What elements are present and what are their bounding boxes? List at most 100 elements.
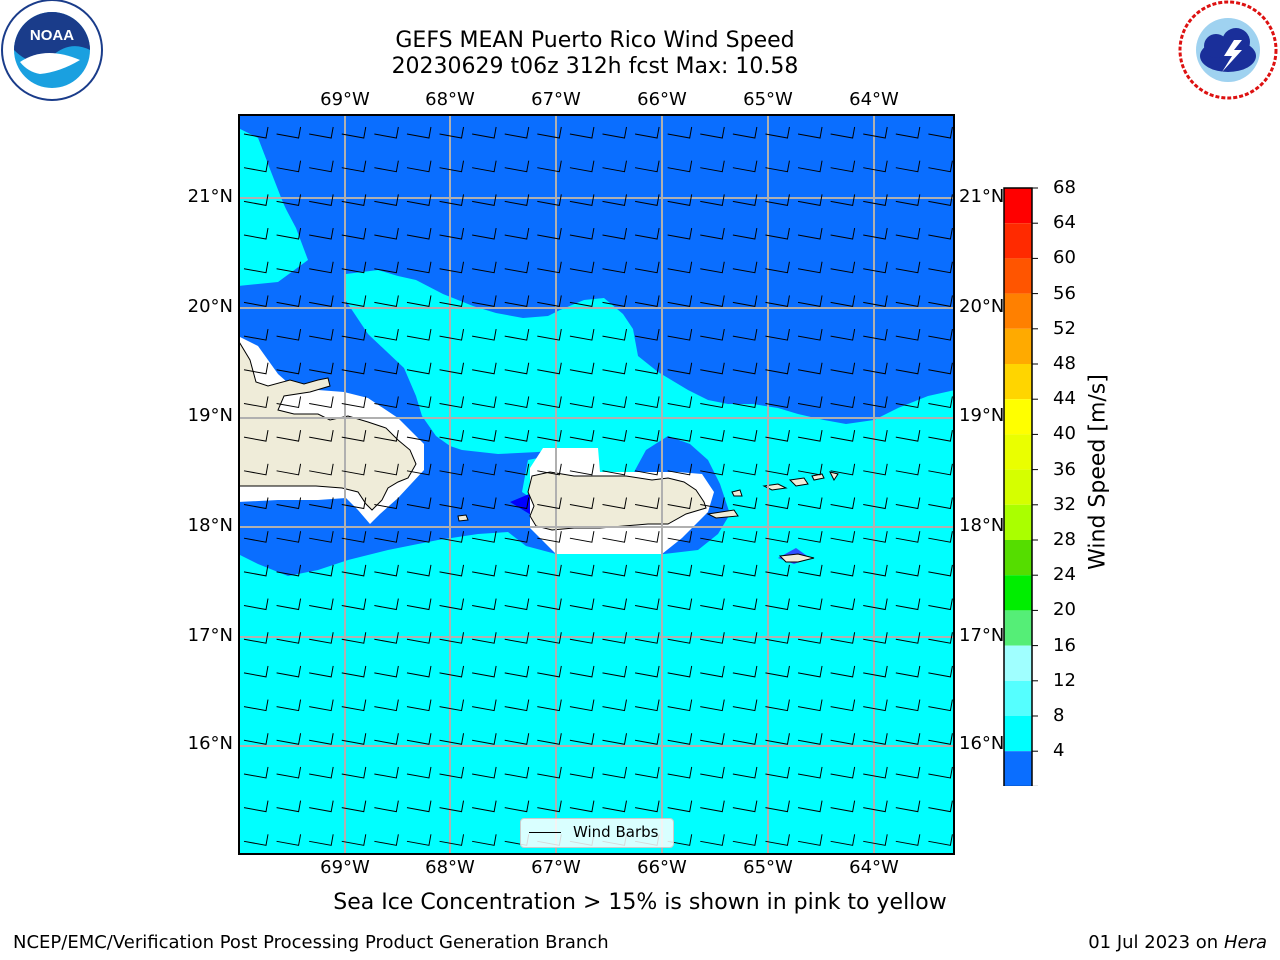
wind-barb <box>732 126 758 139</box>
wind-barb <box>928 329 953 341</box>
wind-barb <box>635 733 660 745</box>
wind-barb <box>732 598 758 611</box>
chart-title-line2: 20230629 t06z 312h fcst Max: 10.58 <box>391 54 799 79</box>
land-island <box>762 483 788 491</box>
wind-barb <box>895 362 921 375</box>
wind-barb <box>243 800 269 813</box>
lon-label-bottom: 68°W <box>425 857 475 878</box>
land-island <box>457 514 469 522</box>
wind-barb <box>863 362 888 375</box>
wind-barb <box>472 531 497 543</box>
wind-barb <box>797 733 823 745</box>
wind-barb <box>243 295 269 307</box>
wind-barb <box>472 261 497 274</box>
noaa-logo: NOAA <box>0 0 104 104</box>
wind-barb <box>537 800 562 813</box>
wind-barb <box>635 126 660 139</box>
wind-barb <box>863 329 888 341</box>
wind-barb <box>341 564 367 577</box>
wind-barb <box>830 430 856 442</box>
wind-barb <box>569 227 595 240</box>
wind-barb <box>406 598 432 611</box>
sea-ice-note: Sea Ice Concentration > 15% is shown in … <box>333 890 947 915</box>
wind-barb <box>635 598 660 611</box>
wind-barb <box>537 598 562 611</box>
wind-barb <box>635 362 660 375</box>
wind-barb <box>830 261 856 274</box>
wind-barb <box>700 733 725 745</box>
wind-barb <box>243 564 269 577</box>
wind-barb <box>635 665 660 678</box>
wind-barb <box>537 329 562 341</box>
wind-barb <box>472 227 497 240</box>
wind-barb <box>765 362 790 375</box>
wind-barb <box>635 261 660 274</box>
colorbar-label: Wind Speed [m/s] <box>1085 374 1111 570</box>
colorbar-tick-label: 56 <box>1053 282 1076 304</box>
wind-barb <box>667 194 693 206</box>
wind-barb <box>472 396 497 409</box>
wind-barb <box>309 430 334 442</box>
wind-barb <box>374 430 399 442</box>
wind-barb <box>700 834 725 846</box>
wind-barb <box>504 227 530 240</box>
wind-barb <box>243 834 269 846</box>
colorbar-tick-label: 52 <box>1053 317 1076 339</box>
wind-barb <box>765 632 790 644</box>
wind-barb <box>374 160 399 173</box>
wind-barb <box>667 665 693 678</box>
wind-barb <box>700 665 725 678</box>
wind-barb <box>863 396 888 409</box>
wind-barb <box>406 766 432 779</box>
wind-barb <box>504 733 530 745</box>
wind-barb <box>472 699 497 712</box>
wind-barb <box>341 463 367 476</box>
wind-barb <box>732 497 758 510</box>
wind-barb <box>797 160 823 173</box>
wind-barb <box>309 295 334 307</box>
lon-label-top: 68°W <box>425 89 475 110</box>
wind-barb <box>797 261 823 274</box>
wind-barb <box>830 632 856 644</box>
wind-barb <box>765 329 790 341</box>
colorbar-tick-label: 40 <box>1053 423 1076 445</box>
wind-barb <box>895 396 921 409</box>
wind-barb <box>406 699 432 712</box>
wind-barb <box>830 598 856 611</box>
wind-barb <box>863 295 888 307</box>
wind-barb <box>374 261 399 274</box>
wind-barb <box>830 733 856 745</box>
wind-barb <box>406 564 432 577</box>
wind-barb <box>895 430 921 442</box>
wind-barb <box>863 497 888 510</box>
wind-barb <box>602 632 627 644</box>
colorbar-segment <box>1004 469 1032 505</box>
wind-barb <box>243 632 269 644</box>
wind-barb <box>439 396 465 409</box>
wind-barb <box>276 632 302 644</box>
colorbar-segment <box>1004 504 1032 540</box>
wind-barb <box>830 665 856 678</box>
wind-barb <box>406 227 432 240</box>
wind-barb <box>504 800 530 813</box>
wind-barb <box>406 329 432 341</box>
wind-barb <box>797 497 823 510</box>
wind-barb <box>602 665 627 678</box>
wind-barb <box>569 295 595 307</box>
wind-barb <box>243 396 269 409</box>
colorbar-tick-label: 12 <box>1053 669 1076 691</box>
land-island <box>706 509 739 519</box>
wind-barb <box>863 733 888 745</box>
colorbar-segment <box>1004 751 1032 786</box>
svg-text:NOAA: NOAA <box>30 27 74 44</box>
wind-barb <box>830 160 856 173</box>
wind-barb <box>928 834 953 846</box>
wind-barb <box>569 598 595 611</box>
wind-barb <box>309 463 334 476</box>
wind-barb <box>439 261 465 274</box>
wind-barb <box>797 329 823 341</box>
wind-barb <box>472 800 497 813</box>
wind-barb <box>439 598 465 611</box>
wind-barb <box>895 632 921 644</box>
wind-barb <box>830 463 856 476</box>
